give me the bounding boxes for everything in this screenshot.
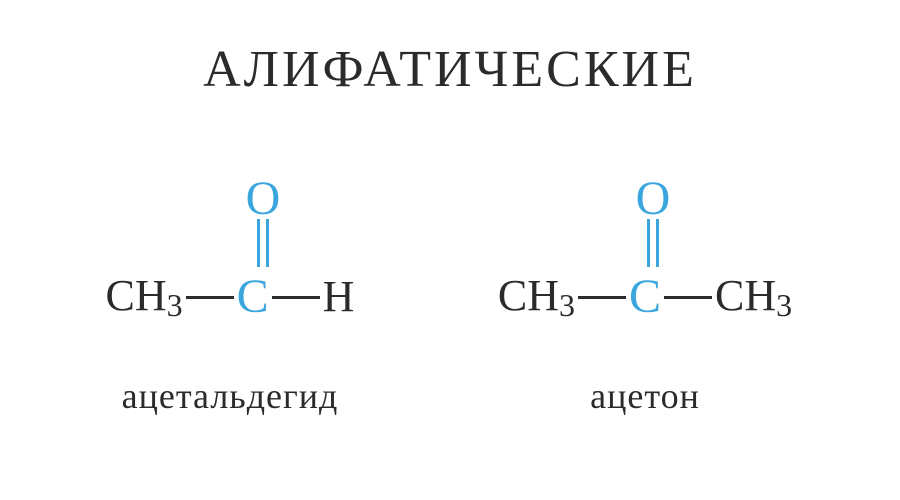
molecule-caption: ацетон — [590, 375, 700, 417]
structure-acetone: O CH3 C CH3 — [480, 175, 810, 345]
carbonyl-column: O — [623, 175, 683, 267]
carbonyl-column: O — [233, 175, 293, 267]
right-group: CH3 — [715, 274, 792, 321]
figure-root: АЛИФАТИЧЕСКИЕ O CH3 C H ацетальдегид — [0, 0, 900, 500]
single-bond — [186, 296, 234, 299]
molecule-acetaldehyde: O CH3 C H ацетальдегид — [90, 175, 370, 417]
single-bond — [272, 296, 320, 299]
atom-row: CH3 C H — [90, 273, 370, 321]
molecule-acetone: O CH3 C CH3 ацетон — [480, 175, 810, 417]
oxygen-atom: O — [246, 175, 281, 223]
oxygen-atom: O — [636, 175, 671, 223]
left-group: CH3 — [498, 274, 575, 321]
atom-row: CH3 C CH3 — [480, 273, 810, 321]
molecule-row: O CH3 C H ацетальдегид O — [0, 175, 900, 417]
right-group: H — [323, 275, 355, 319]
carbonyl-carbon: C — [629, 273, 661, 321]
single-bond — [578, 296, 626, 299]
figure-title: АЛИФАТИЧЕСКИЕ — [0, 40, 900, 99]
single-bond — [664, 296, 712, 299]
structure-acetaldehyde: O CH3 C H — [90, 175, 370, 345]
left-group: CH3 — [106, 274, 183, 321]
double-bond — [643, 219, 663, 267]
double-bond — [253, 219, 273, 267]
molecule-caption: ацетальдегид — [122, 375, 339, 417]
carbonyl-carbon: C — [237, 273, 269, 321]
